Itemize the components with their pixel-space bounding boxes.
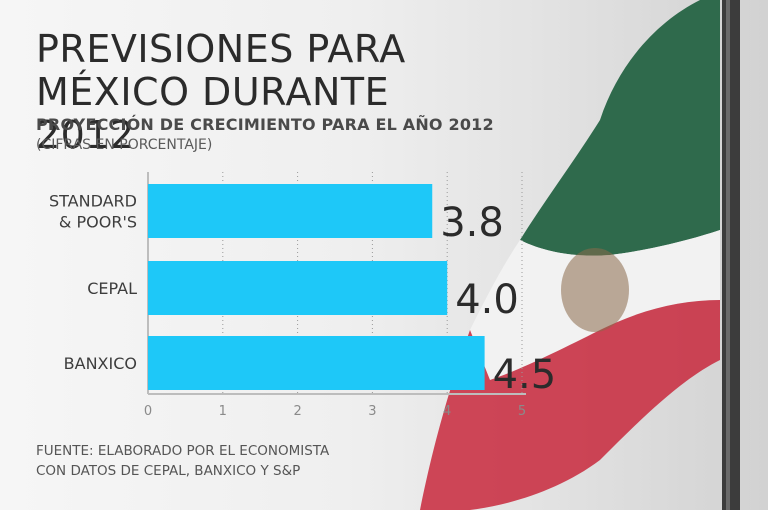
bar <box>148 261 448 315</box>
x-tick-label: 1 <box>219 404 227 419</box>
flag-green-stripe <box>520 0 720 256</box>
value-label: 4.5 <box>493 352 557 398</box>
x-tick-label: 0 <box>144 404 152 419</box>
category-label: CEPAL <box>87 279 137 298</box>
chart-subtitle: PROYECCIÓN DE CRECIMIENTO PARA EL AÑO 20… <box>36 115 494 134</box>
source-line-1: FUENTE: ELABORADO POR EL ECONOMISTA <box>36 443 330 459</box>
bar <box>148 184 433 238</box>
category-label: & POOR'S <box>59 213 137 232</box>
source-line-2: CON DATOS DE CEPAL, BANXICO Y S&P <box>36 463 301 479</box>
chart-units: (CIFRAS EN PORCENTAJE) <box>36 137 213 153</box>
title-line-1: PREVISIONES PARA <box>36 27 406 71</box>
category-label: STANDARD <box>49 192 137 211</box>
source-note: FUENTE: ELABORADO POR EL ECONOMISTA CON … <box>36 441 456 481</box>
flag-coat-of-arms <box>561 248 629 332</box>
x-tick-label: 3 <box>368 404 376 419</box>
title-line-2: MÉXICO DURANTE 2012 <box>36 70 390 157</box>
x-tick-label: 4 <box>443 404 451 419</box>
page-title: PREVISIONES PARA MÉXICO DURANTE 2012 <box>36 28 496 157</box>
flag-pole-shine <box>726 0 730 510</box>
value-label: 4.0 <box>455 277 519 323</box>
x-tick-label: 2 <box>293 404 301 419</box>
bar <box>148 336 485 390</box>
flag-red-stripe <box>420 300 720 510</box>
category-label: BANXICO <box>64 354 137 373</box>
value-label: 3.8 <box>440 200 504 246</box>
x-tick-label: 5 <box>518 404 526 419</box>
